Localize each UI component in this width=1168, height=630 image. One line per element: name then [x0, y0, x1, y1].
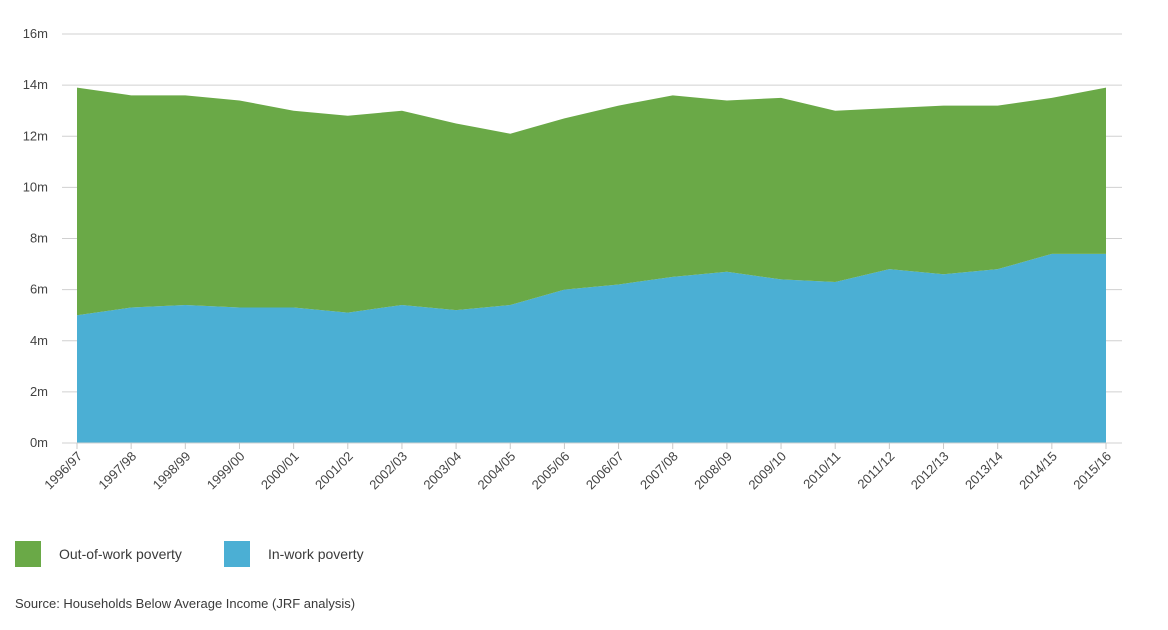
y-tick-label: 8m [30, 231, 48, 246]
area-series [77, 87, 1106, 443]
area-in-work-poverty [77, 253, 1106, 443]
x-tick-label: 2012/13 [908, 449, 952, 493]
x-tick-label: 2008/09 [691, 449, 735, 493]
y-tick-label: 14m [23, 77, 48, 92]
x-tick-label: 2004/05 [475, 449, 519, 493]
x-tick-label: 2000/01 [258, 449, 302, 493]
y-tick-label: 2m [30, 384, 48, 399]
y-tick-label: 4m [30, 333, 48, 348]
x-axis: 1996/97 1997/98 1998/99 1999/00 2000/01 2001/… [41, 442, 1122, 493]
x-tick-label: 2011/12 [854, 449, 897, 492]
x-tick-label: 2014/15 [1016, 449, 1060, 493]
x-tick-label: 1997/98 [95, 449, 139, 493]
x-tick-label: 2013/14 [962, 449, 1006, 493]
source-note: Source: Households Below Average Income … [15, 596, 356, 611]
x-tick-label: 1998/99 [150, 449, 194, 493]
legend-item-in-work: In-work poverty [223, 541, 364, 567]
y-tick-label: 6m [30, 282, 48, 297]
x-tick-label: 2010/11 [800, 449, 843, 492]
x-tick-label: 2009/10 [745, 449, 789, 493]
y-tick-label: 12m [23, 128, 48, 143]
y-tick-label: 10m [23, 179, 48, 194]
x-tick-label: 2006/07 [583, 449, 627, 493]
area-out-of-work-poverty [77, 87, 1106, 316]
x-tick-label: 2015/16 [1070, 449, 1114, 493]
legend-swatch-in-work [223, 541, 250, 567]
x-tick-label: 2005/06 [529, 449, 573, 493]
y-axis: 0m 2m 4m 6m 8m 10m 12m 14m 16m [23, 26, 48, 450]
legend-swatch-out-of-work [15, 541, 41, 567]
y-tick-label: 0m [30, 435, 48, 450]
legend-label-out-of-work: Out-of-work poverty [59, 546, 182, 562]
x-tick-label: 2007/08 [637, 449, 681, 493]
x-tick-label: 2003/04 [420, 449, 464, 493]
legend-label-in-work: In-work poverty [267, 546, 364, 562]
legend: Out-of-work poverty In-work poverty [15, 541, 406, 567]
x-tick-label: 1996/97 [41, 449, 85, 493]
legend-item-out-of-work: Out-of-work poverty [15, 541, 182, 567]
x-tick-label: 2001/02 [312, 449, 356, 493]
x-tick-label: 1999/00 [204, 449, 248, 493]
x-tick-label: 2002/03 [366, 449, 410, 493]
y-tick-label: 16m [23, 26, 48, 41]
